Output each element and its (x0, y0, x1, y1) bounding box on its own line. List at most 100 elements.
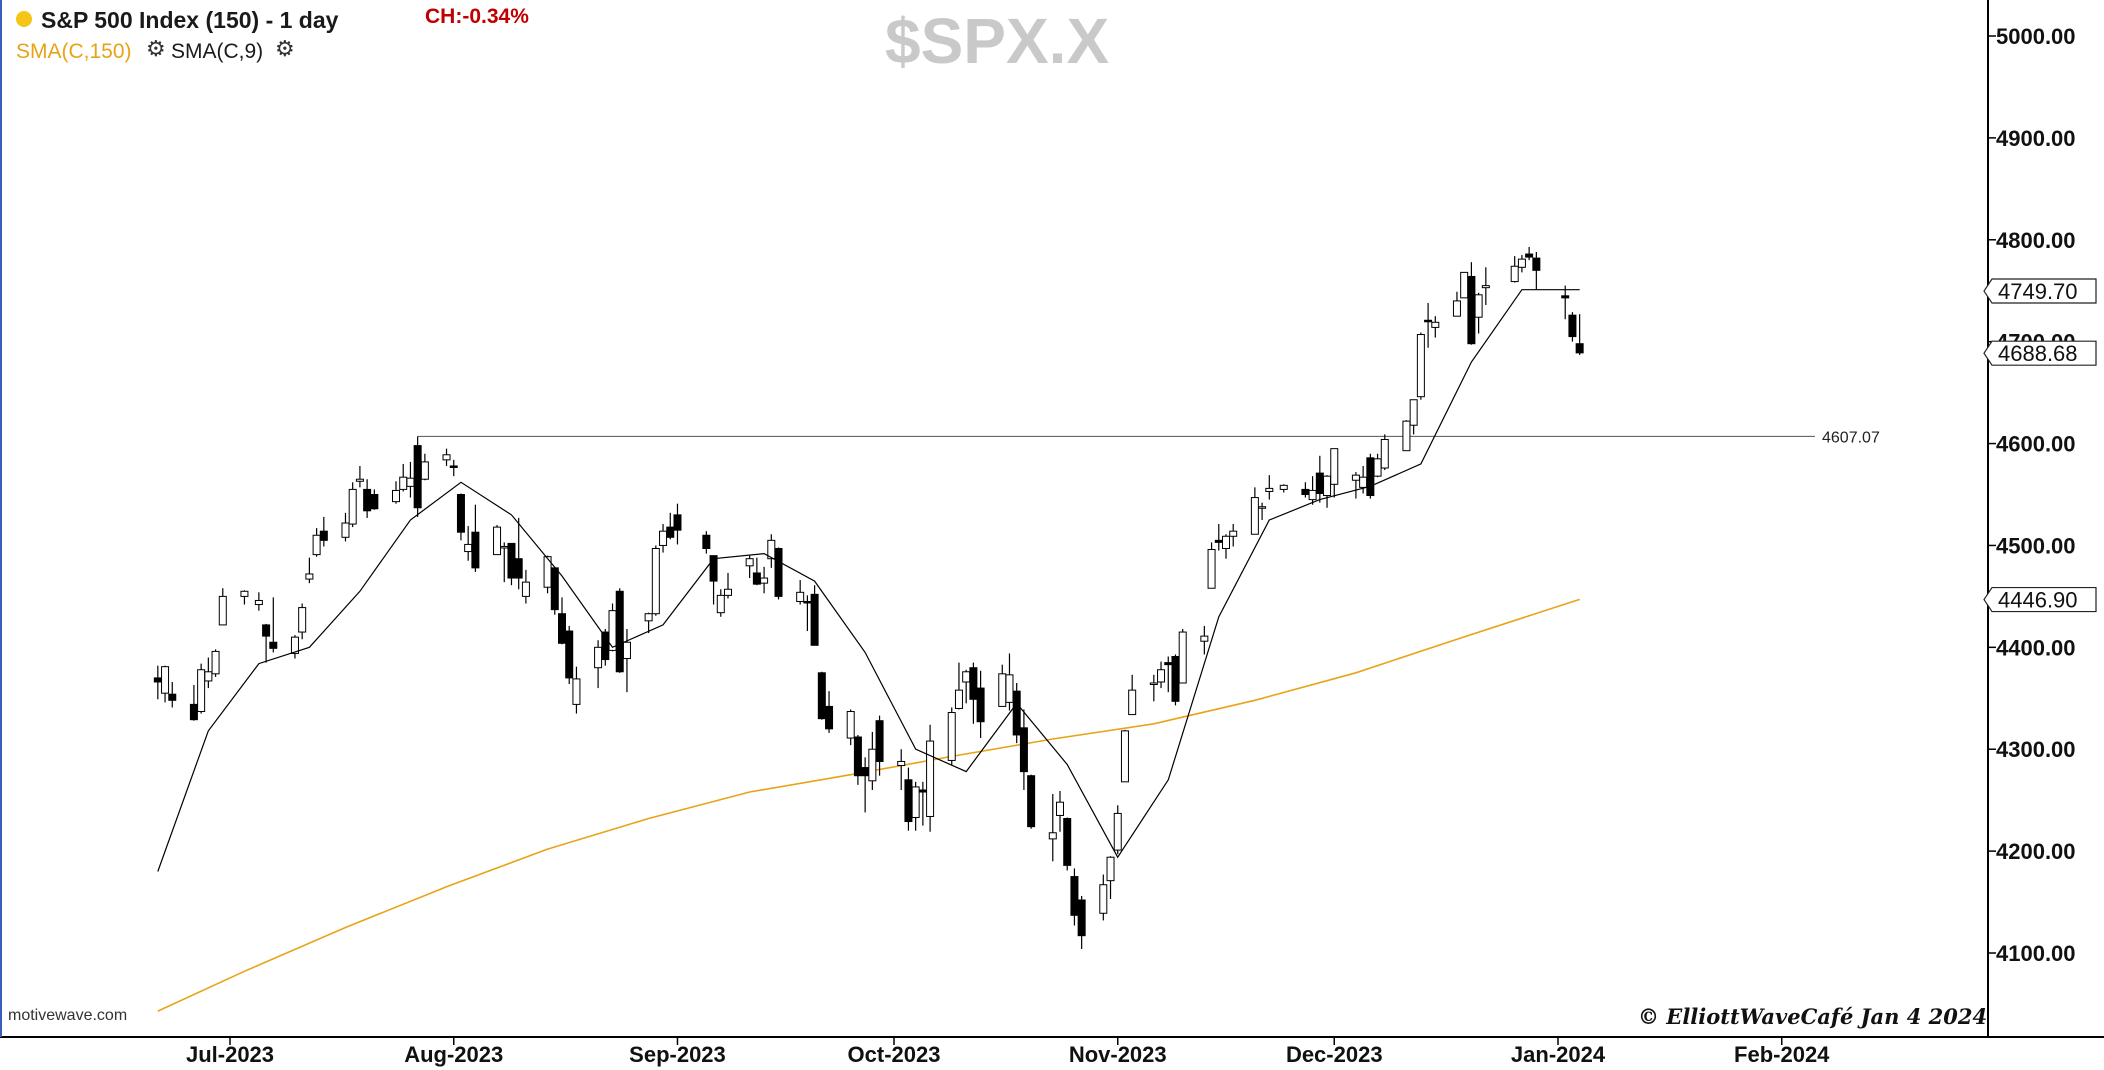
candle (1366, 453, 1375, 499)
candle-body-down (1063, 818, 1072, 866)
y-tick-label: 4100.00 (1996, 941, 2076, 966)
candle-body-down (1214, 539, 1223, 543)
candle (622, 628, 631, 693)
gear-icon[interactable]: ⚙ (146, 36, 166, 61)
candle (1157, 661, 1166, 689)
candle (1431, 316, 1440, 338)
candle-body-down (774, 548, 783, 597)
candle (1330, 448, 1339, 498)
candle (204, 657, 213, 689)
candle-body-up (962, 671, 971, 683)
candle (1351, 472, 1360, 499)
candle (471, 504, 480, 572)
x-tick-label: Dec-2023 (1286, 1042, 1383, 1067)
candle (1517, 255, 1526, 273)
brand-label: motivewave.com (8, 1007, 128, 1024)
candle-body-up (1222, 535, 1230, 550)
candle-body-down (471, 531, 480, 569)
candle (420, 453, 429, 481)
candle-body-up (622, 641, 631, 660)
change-percent: CH:-0.34% (425, 5, 529, 28)
candle (760, 566, 769, 594)
candle (240, 590, 249, 605)
candle-body-up (1207, 549, 1216, 589)
candle-body-down (1077, 899, 1086, 937)
candle-body-down (370, 494, 379, 510)
candle-body-down (904, 779, 913, 823)
candle (1467, 262, 1476, 345)
candle (370, 489, 379, 510)
candle (514, 517, 523, 590)
candle (558, 597, 566, 645)
candle-body-up (348, 488, 357, 525)
candle (341, 512, 350, 542)
candle-body-down (413, 445, 422, 509)
candle-body-up (1279, 484, 1288, 490)
candle-body-up (1099, 884, 1108, 914)
candle-body-up (716, 594, 725, 614)
candle (168, 681, 177, 708)
candle (803, 595, 812, 632)
price-flag-box (1983, 278, 2097, 304)
indicator-sma150-label[interactable]: SMA(C,150) (16, 40, 132, 63)
candle (1048, 794, 1057, 862)
x-tick-label: Feb-2024 (1734, 1042, 1830, 1067)
candle-body-down (565, 630, 574, 679)
candle (1077, 895, 1086, 949)
y-tick-label: 4600.00 (1996, 432, 2076, 457)
y-tick-label: 4900.00 (1996, 126, 2076, 151)
resistance-line-layer: 4607.07 (417, 429, 1880, 446)
candle (897, 749, 906, 790)
candle-body-down (861, 767, 870, 777)
price-flag-box (1983, 340, 2097, 366)
candle-body-up (1351, 474, 1360, 481)
candle-body-down (853, 736, 862, 777)
y-tick-label: 4300.00 (1996, 737, 2076, 762)
candle-body-up (1258, 506, 1267, 509)
candle (918, 781, 927, 826)
candle-body-down (262, 624, 271, 637)
candle-body-down (1171, 656, 1180, 702)
candle (565, 625, 574, 685)
candle-body-down (1424, 319, 1433, 323)
candle (1222, 534, 1230, 559)
candle (659, 524, 668, 553)
candle (702, 531, 711, 554)
y-tick-label: 5000.00 (1996, 24, 2076, 49)
candle (709, 555, 718, 605)
candle (1106, 856, 1115, 899)
candle-body-up (1265, 487, 1274, 492)
indicator-sma9-label[interactable]: SMA(C,9) (171, 40, 264, 63)
candle-body-up (572, 678, 581, 705)
candle-body-up (1452, 300, 1461, 317)
sma9-line (157, 289, 1580, 872)
candle-body-up (1120, 730, 1129, 783)
candle-body-up (500, 545, 509, 549)
candle-body-up (399, 476, 408, 490)
candle (774, 547, 783, 600)
candle (1207, 542, 1216, 589)
candle-body-down (1525, 253, 1534, 258)
candle-body-up (745, 558, 754, 567)
candle (853, 734, 862, 785)
candle-body-down (1467, 275, 1476, 345)
price-flag: 4749.70 (1983, 278, 2097, 304)
candle-body-down (752, 572, 761, 585)
candle-body-up (1380, 438, 1389, 469)
candle-body-up (868, 748, 877, 782)
candle-body-up (1402, 420, 1411, 452)
candle-body-up (1510, 265, 1519, 283)
candle-body-down (1164, 662, 1173, 666)
candle-body-down (189, 703, 198, 721)
candle-body-up (594, 646, 603, 669)
candle (413, 436, 422, 517)
candle-body-down (709, 555, 718, 582)
price-flag: 4688.68 (1983, 340, 2097, 366)
gear-icon[interactable]: ⚙ (275, 36, 295, 61)
candle-body-up (926, 740, 935, 817)
candle (1120, 729, 1129, 783)
candle-body-up (305, 573, 314, 580)
candle-body-down (918, 789, 927, 793)
